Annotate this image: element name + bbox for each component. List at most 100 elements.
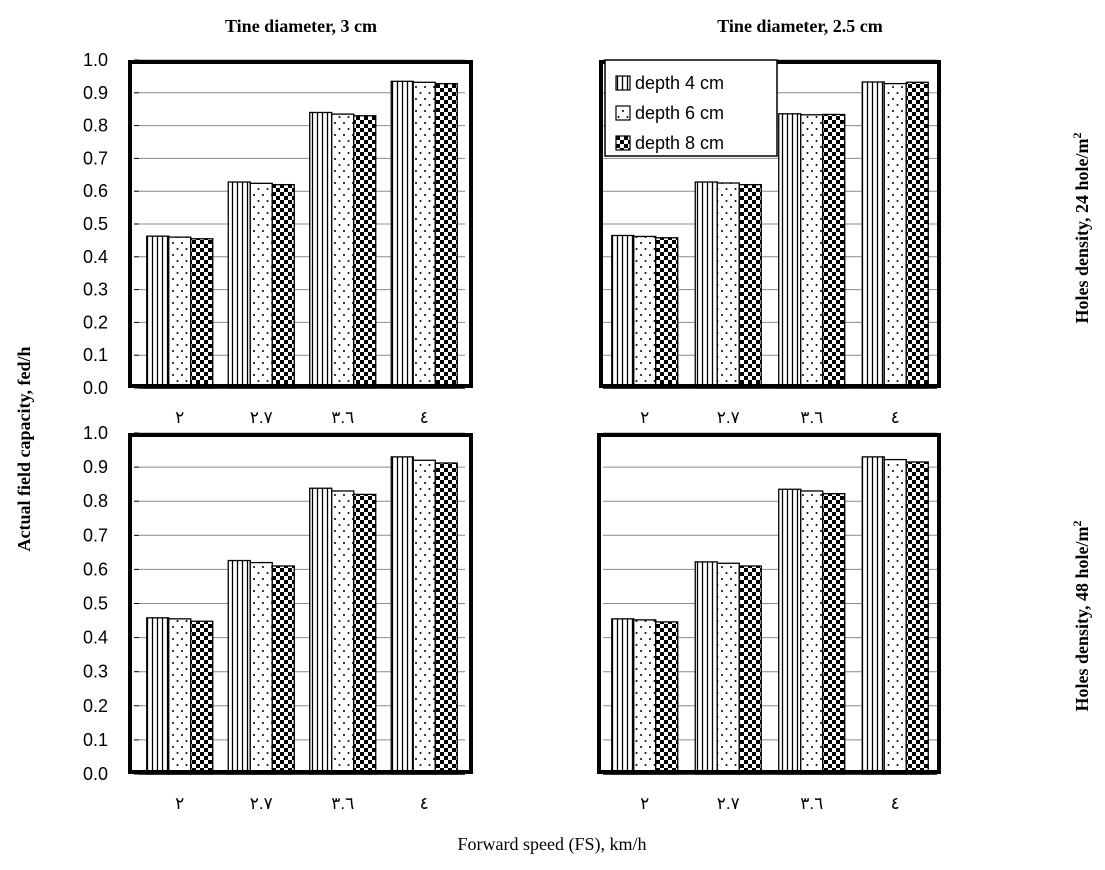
bar [353, 115, 377, 389]
y-axis-label: Actual field capacity, fed/h [14, 347, 34, 552]
col-title-left: Tine diameter, 3 cm [225, 16, 377, 36]
bar [390, 80, 414, 389]
row-label-bottom: Holes density, 48 hole/m2 [1070, 520, 1092, 711]
row-label-bottom-sup: 2 [1070, 520, 1084, 526]
bar [905, 81, 929, 389]
x-tick-label: ٤ [420, 794, 429, 813]
bar [249, 182, 273, 389]
chart-panel-4: ٢ ٢.٧ ٣.٦ ٤ [597, 432, 941, 813]
bar [883, 458, 907, 775]
bar [146, 235, 170, 389]
bar [390, 456, 414, 775]
panel-frame [128, 433, 473, 774]
bar [412, 81, 436, 389]
bar [655, 237, 679, 389]
bar [694, 181, 718, 389]
bar [146, 617, 170, 775]
chart-panel-1: 0.0 0.1 0.2 0.3 0.4 0.5 0.6 0.7 0.8 0.9 1.0 ٢ ٢.٧ ٣.٦… [83, 50, 473, 427]
x-tick-label: ٣.٦ [331, 794, 354, 813]
y-tick-label: 0.3 [83, 662, 108, 682]
y-tick-label: 0.8 [83, 116, 108, 136]
x-tick-label: ٢.٧ [717, 408, 740, 427]
y-tick-label: 0.1 [83, 345, 108, 365]
bar [434, 82, 458, 389]
bar [190, 620, 214, 775]
bar [716, 182, 740, 389]
panels: 0.0 0.1 0.2 0.3 0.4 0.5 0.6 0.7 0.8 0.9 1.0 ٢ ٢.٧ ٣.٦… [83, 50, 941, 813]
bar [331, 490, 355, 775]
y-tick-label: 0.8 [83, 491, 108, 511]
y-tick-label: 0.7 [83, 148, 108, 168]
x-tick-label: ٤ [420, 408, 429, 427]
y-tick-label: 0.1 [83, 730, 108, 750]
bar [738, 183, 762, 389]
y-tick-label: 0.9 [83, 457, 108, 477]
panel-frame [597, 433, 941, 774]
bar [353, 493, 377, 775]
bar [331, 113, 355, 389]
x-tick-label: ٢ [640, 408, 649, 427]
row-label-top-sup: 2 [1070, 132, 1084, 138]
chart-panel-2: ٢ ٢.٧ ٣.٦ ٤ depth 4 cm depth 6 cm depth 8 cm [599, 59, 941, 427]
y-tick-label: 1.0 [83, 423, 108, 443]
legend-label: depth 4 cm [635, 73, 724, 93]
x-tick-label: ٣.٦ [800, 408, 823, 427]
legend-swatch [615, 105, 631, 121]
y-tick-label: 0.5 [83, 214, 108, 234]
bar [778, 113, 802, 389]
chart-panel-3: 0.0 0.1 0.2 0.3 0.4 0.5 0.6 0.7 0.8 0.9 1.0 ٢ ٢.٧ ٣.٦… [83, 423, 473, 813]
legend-swatch [615, 75, 631, 91]
y-tick-label: 0.4 [83, 628, 108, 648]
legend: depth 4 cm depth 6 cm depth 8 cm [604, 59, 778, 157]
bar [412, 459, 436, 775]
legend-box [604, 59, 778, 157]
col-title-right: Tine diameter, 2.5 cm [717, 16, 882, 36]
y-tick-label: 0.7 [83, 525, 108, 545]
y-tick-label: 0.4 [83, 247, 108, 267]
bar [861, 81, 885, 389]
row-label-top: Holes density, 24 hole/m2 [1070, 132, 1092, 323]
bar [778, 488, 802, 775]
bar [434, 462, 458, 775]
bar [309, 111, 333, 389]
x-tick-label: ٤ [891, 408, 900, 427]
bar [655, 621, 679, 775]
x-tick-label: ٣.٦ [331, 408, 354, 427]
bar [271, 183, 295, 389]
bar [611, 618, 635, 775]
bar [633, 235, 657, 389]
legend-label: depth 8 cm [635, 133, 724, 153]
bar [822, 113, 846, 389]
y-tick-label: 0.2 [83, 312, 108, 332]
row-label-top-text: Holes density, 24 hole/m [1072, 138, 1092, 323]
bar [227, 559, 251, 775]
y-tick-label: 0.2 [83, 696, 108, 716]
bar [883, 82, 907, 389]
y-tick-label: 0.0 [83, 378, 108, 398]
bar [611, 234, 635, 389]
x-axis-label: Forward speed (FS), km/h [458, 834, 647, 855]
legend-label: depth 6 cm [635, 103, 724, 123]
bar [905, 461, 929, 775]
x-tick-label: ٢.٧ [717, 794, 740, 813]
x-tick-label: ٢.٧ [250, 794, 273, 813]
x-tick-label: ٢ [175, 794, 184, 813]
x-tick-label: ٣.٦ [800, 794, 823, 813]
bar [271, 565, 295, 775]
bar [861, 456, 885, 775]
bar [738, 565, 762, 775]
panel-frame [128, 60, 473, 388]
x-tick-label: ٢ [175, 408, 184, 427]
y-tick-label: 0.5 [83, 594, 108, 614]
row-label-bottom-text: Holes density, 48 hole/m [1072, 526, 1092, 711]
bar [168, 618, 192, 775]
bar [800, 490, 824, 775]
y-tick-label: 0.6 [83, 559, 108, 579]
y-tick-label: 1.0 [83, 50, 108, 70]
y-tick-label: 0.6 [83, 181, 108, 201]
y-tick-label: 0.0 [83, 764, 108, 784]
bar [800, 114, 824, 389]
y-tick-label: 0.3 [83, 280, 108, 300]
x-tick-label: ٢.٧ [250, 408, 273, 427]
